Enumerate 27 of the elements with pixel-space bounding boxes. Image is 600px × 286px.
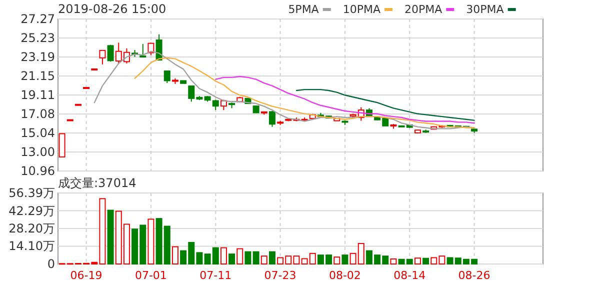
x-tick-label: 07-01 <box>134 269 167 282</box>
y-tick-label: 15.04 <box>20 126 55 140</box>
y-tick-label: 14.10万 <box>8 239 55 254</box>
y-tick-label: 27.27 <box>20 12 55 26</box>
legend-label: 5PMA <box>288 3 320 16</box>
y-tick-label: 23.19 <box>20 50 55 64</box>
x-tick-label: 08-14 <box>394 269 426 282</box>
chart-title: 2019-08-26 15:00 <box>58 2 166 16</box>
y-tick-label: 28.20万 <box>8 221 55 236</box>
x-tick-label: 06-19 <box>70 269 102 282</box>
x-tick-label: 07-23 <box>264 269 296 282</box>
legend-label: 30PMA <box>466 3 504 16</box>
y-tick-label: 25.23 <box>20 31 55 46</box>
legend-label: 10PMA <box>342 3 381 16</box>
x-tick-label: 08-02 <box>328 269 361 282</box>
y-tick-label: 10.96 <box>20 164 55 178</box>
x-tick-label: 08-26 <box>458 269 490 282</box>
y-tick-label: 17.08 <box>20 106 55 121</box>
chart-title: 成交量:37014 <box>58 176 136 190</box>
y-tick-label: 0 <box>47 257 55 271</box>
y-tick-label: 19.11 <box>20 88 55 102</box>
y-tick-label: 42.29万 <box>8 204 55 218</box>
x-tick-label: 07-11 <box>200 269 232 282</box>
y-tick-label: 56.39万 <box>8 186 55 200</box>
y-tick-label: 13.00 <box>20 144 55 159</box>
y-tick-label: 21.15 <box>20 69 55 84</box>
legend-label: 20PMA <box>404 3 443 16</box>
